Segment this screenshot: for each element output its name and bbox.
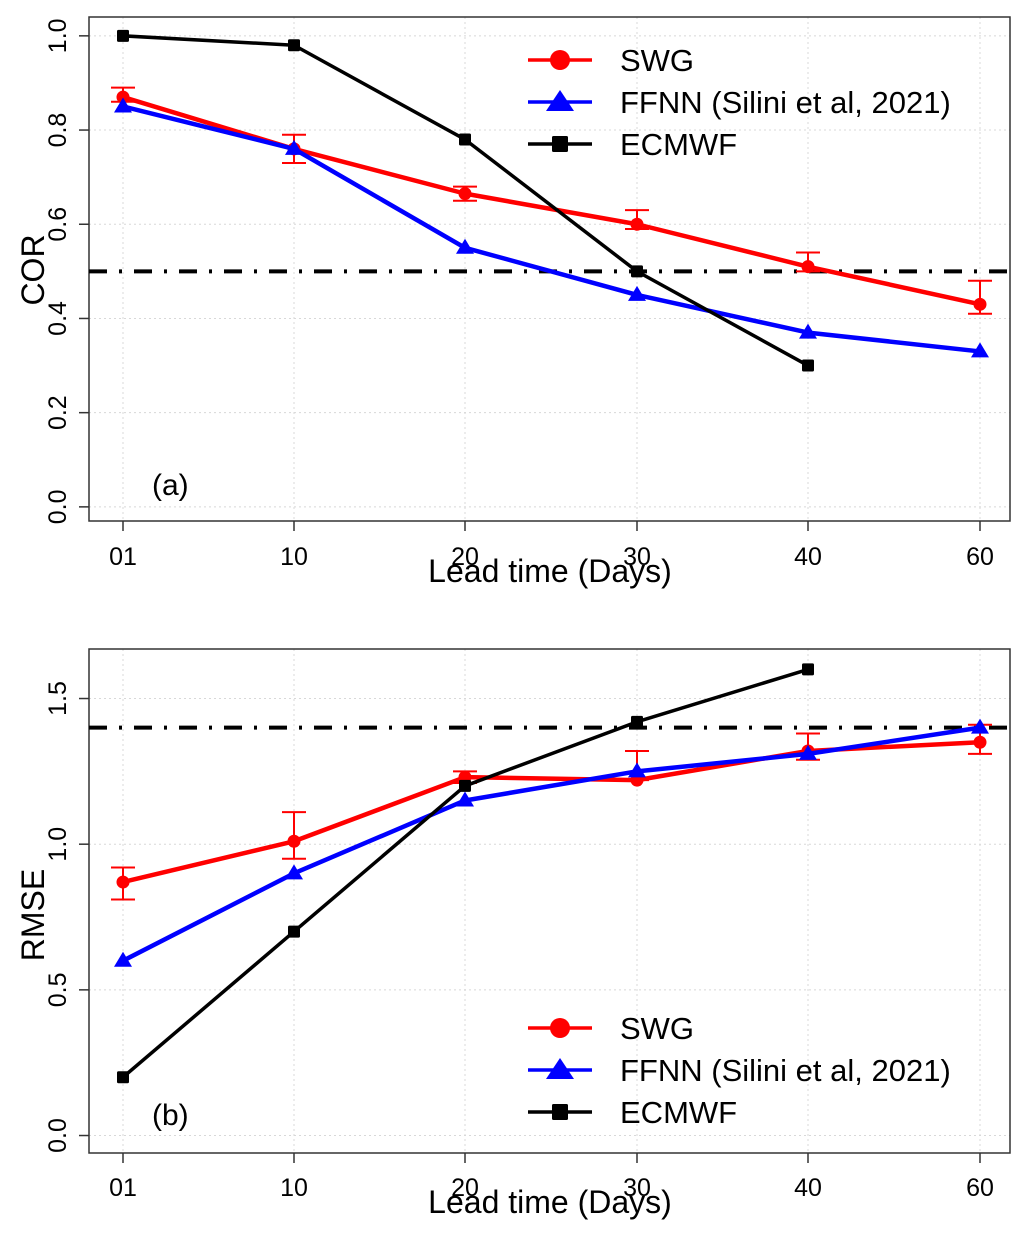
legend-marker [550,50,570,70]
data-point [971,718,989,734]
data-point [628,762,646,778]
series-line [122,104,981,354]
series-line [122,739,981,885]
legend: SWG FFNN (Silini et al, 2021) ECMWF [528,1011,951,1130]
legend-label: FFNN (Silini et al, 2021) [620,85,951,120]
y-tick-label: 0.4 [44,301,72,336]
data-point [628,285,646,301]
plot-frame [88,648,1011,1154]
data-point [802,359,814,372]
data-point [631,265,643,278]
data-point [631,715,643,728]
data-point [458,187,472,201]
y-tick-label: 0.2 [44,395,72,430]
data-point [459,133,471,146]
y-tick-label: 1.0 [44,18,72,53]
data-point [456,791,474,807]
legend-label: ECMWF [620,1095,737,1130]
data-point [973,297,987,311]
data-point [456,238,474,254]
y-tick-label: 0.5 [44,972,72,1007]
data-point [288,925,300,938]
data-point [459,779,471,792]
legend: SWG FFNN (Silini et al, 2021) ECMWF [528,43,951,162]
panel-b: 0.0 0.5 1.0 1.5 01 10 20 30 40 60 Lead time (Days)… [15,648,1011,1220]
data-point [285,864,303,880]
x-axis-title: Lead time (Days) [428,553,672,589]
series-swg [111,723,992,901]
data-point [285,139,303,155]
legend-label: SWG [620,43,694,78]
y-axis-title: COR [15,234,51,305]
legend-item: ECMWF [528,1095,737,1130]
panel-label: (b) [152,1099,189,1132]
legend-label: ECMWF [620,127,737,162]
panel-label: (a) [152,469,189,502]
legend-marker [546,1058,574,1079]
data-point [116,875,130,889]
data-point [116,90,130,104]
x-tick-label: 10 [280,543,308,571]
x-tick-label: 40 [794,1174,822,1202]
data-point [117,29,129,42]
data-point [114,97,132,113]
legend-marker [552,136,568,152]
legend-marker [550,1018,570,1038]
legend-item: FFNN (Silini et al, 2021) [528,85,951,120]
x-tick-label: 30 [623,1174,651,1202]
y-tick-label: 0.0 [44,1118,72,1153]
series-ffnn [114,97,989,358]
x-tick-label: 60 [966,1174,994,1202]
legend-item: SWG [528,43,694,78]
legend-marker [552,1104,568,1120]
series-line [121,725,981,963]
data-point [288,39,300,52]
y-tick-label: 0.0 [44,489,72,524]
legend-item: SWG [528,1011,694,1046]
legend-label: FFNN (Silini et al, 2021) [620,1053,951,1088]
data-point [117,1071,129,1084]
data-point [971,342,989,358]
data-point [287,834,301,848]
x-tick-label: 20 [451,1174,479,1202]
x-tick-label: 30 [623,543,651,571]
plot-frame [88,16,1011,522]
x-axis-title: Lead time (Days) [428,1184,672,1220]
x-tick-label: 01 [109,1174,137,1202]
legend-item: FFNN (Silini et al, 2021) [528,1053,951,1088]
y-axis-title: RMSE [15,869,51,961]
y-tick-label: 1.5 [44,681,72,716]
panel-a: 0.0 0.2 0.4 0.6 0.8 1.0 01 10 20 30 40 60 Lead time … [15,16,1011,589]
x-tick-label: 60 [966,543,994,571]
data-point [973,735,987,749]
data-point [799,744,817,760]
x-tick-label: 01 [109,543,137,571]
series-ffnn [114,718,989,967]
legend-item: ECMWF [528,127,737,162]
legend-label: SWG [620,1011,694,1046]
data-point [114,951,132,967]
data-point [802,663,814,676]
y-tick-label: 0.8 [44,113,72,148]
legend-marker [546,90,574,111]
series-ecmwf [117,663,814,1084]
data-point [799,323,817,339]
data-point [630,217,644,231]
x-tick-label: 20 [451,543,479,571]
data-point [801,260,815,274]
x-tick-label: 10 [280,1174,308,1202]
y-tick-label: 1.0 [44,827,72,862]
series-ecmwf [117,29,814,372]
x-tick-label: 40 [794,543,822,571]
series-swg [111,86,992,315]
y-tick-label: 0.6 [44,207,72,242]
